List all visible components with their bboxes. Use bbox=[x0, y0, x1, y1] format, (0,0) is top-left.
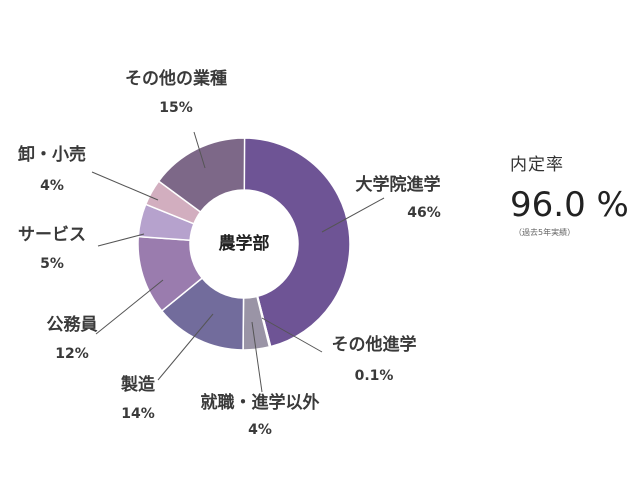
slice-percent-label: 12% bbox=[55, 346, 89, 362]
leader-lines bbox=[91, 131, 385, 393]
slice-name-label: 卸・小売 bbox=[18, 144, 86, 165]
offer-rate-value: 96.0 % bbox=[510, 185, 629, 225]
donut-slice bbox=[157, 137, 246, 214]
leader-line bbox=[97, 233, 145, 247]
slice-name-label: その他進学 bbox=[332, 334, 417, 355]
slice-percent-label: 0.1% bbox=[355, 368, 394, 384]
leader-line bbox=[193, 131, 206, 169]
leader-line bbox=[157, 313, 214, 381]
slice-labels: 大学院進学 46% その他進学 0.1% 就職・進学以外 4% 製造 14% 公務員 12% サービ… bbox=[18, 68, 441, 438]
donut-slice bbox=[243, 137, 351, 348]
leader-line bbox=[251, 321, 263, 393]
offer-rate-note: （過去5年実績） bbox=[514, 228, 576, 237]
slice-name-label: 公務員 bbox=[47, 314, 98, 335]
slice-percent-label: 5% bbox=[40, 256, 64, 272]
leader-line bbox=[321, 197, 385, 233]
offer-rate-label: 内定率 bbox=[510, 155, 564, 175]
slice-percent-label: 4% bbox=[248, 422, 272, 438]
slice-name-label: その他の業種 bbox=[125, 68, 227, 89]
slice-percent-label: 46% bbox=[407, 205, 441, 221]
leader-line bbox=[91, 171, 159, 201]
donut-slices bbox=[137, 137, 351, 351]
leader-line bbox=[261, 317, 323, 353]
slice-name-label: サービス bbox=[18, 225, 86, 245]
slice-percent-label: 15% bbox=[159, 100, 193, 116]
offer-rate-block: 内定率 96.0 % （過去5年実績） bbox=[510, 150, 635, 238]
center-label: 農学部 bbox=[219, 233, 270, 254]
slice-name-label: 製造 bbox=[120, 374, 156, 395]
leader-line bbox=[95, 279, 164, 335]
slice-percent-label: 14% bbox=[121, 406, 155, 422]
slice-name-label: 大学院進学 bbox=[356, 174, 441, 195]
slice-name-label: 就職・進学以外 bbox=[201, 392, 320, 413]
slice-percent-label: 4% bbox=[40, 178, 64, 194]
